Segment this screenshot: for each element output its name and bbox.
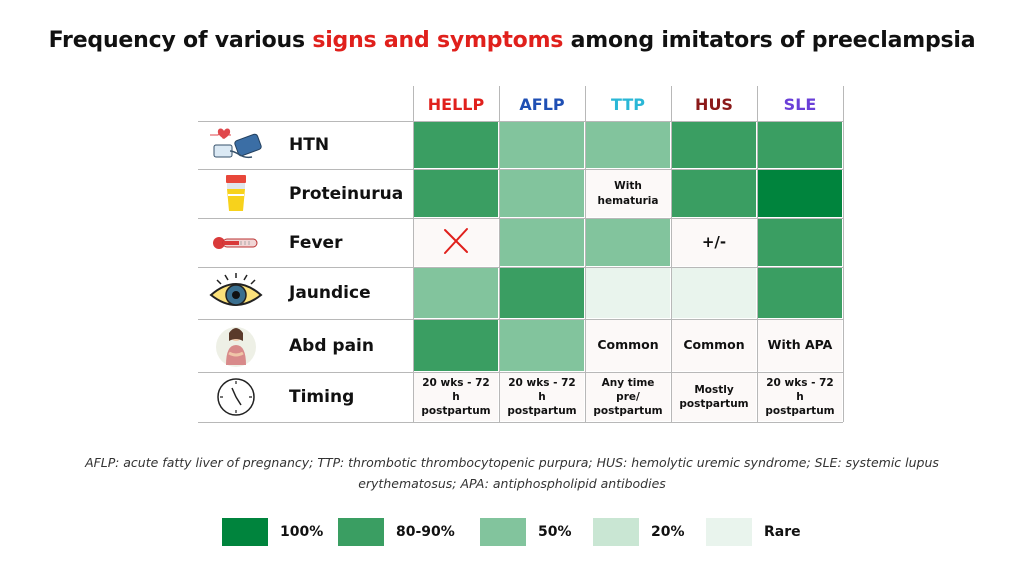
grid-line [757, 86, 758, 422]
abbreviations-footnote: AFLP: acute fatty liver of pregnancy; TT… [40, 452, 984, 494]
heatmap-cell [499, 169, 585, 218]
column-header-hus: HUS [695, 94, 733, 114]
legend-swatch [593, 518, 639, 546]
heatmap-cell: 20 wks - 72 h postpartum [499, 372, 585, 422]
heatmap-cell [413, 267, 499, 319]
heatmap-cell [671, 121, 757, 169]
grid-line [198, 121, 843, 122]
legend-item: 100% [222, 517, 323, 547]
grid-line [198, 319, 843, 320]
abdominal-pain-woman-icon [211, 323, 261, 373]
legend-label: 50% [538, 524, 572, 540]
heatmap-cell [757, 169, 843, 218]
heatmap-cell: Mostly postpartum [671, 372, 757, 422]
row-label-proteinurua: Proteinurua [289, 183, 404, 204]
heatmap-cell [413, 218, 499, 267]
grid-line [198, 422, 843, 423]
heatmap-cell [413, 121, 499, 169]
cell-text: Common [597, 337, 659, 353]
title-part-2: among imitators of preeclampsia [563, 28, 976, 53]
cell-text: Common [683, 337, 745, 353]
heatmap-cell: Common [671, 319, 757, 372]
heatmap-cell [413, 169, 499, 218]
column-header-aflp: AFLP [519, 94, 565, 114]
legend-label: Rare [764, 524, 801, 540]
heatmap-cell: +/- [671, 218, 757, 267]
grid-line [585, 86, 586, 422]
heatmap-cell [671, 267, 757, 319]
heatmap-cell: 20 wks - 72 h postpartum [757, 372, 843, 422]
cell-text: With hematuria [597, 180, 659, 207]
cell-text: Any time pre/ postpartum [593, 376, 663, 418]
thermometer-icon [211, 233, 261, 257]
heatmap-cell [585, 267, 671, 319]
title-highlight: signs and symptoms [312, 28, 564, 53]
heatmap-cell: Any time pre/ postpartum [585, 372, 671, 422]
blood-pressure-monitor-icon [208, 125, 264, 169]
legend-label: 80-90% [396, 524, 455, 540]
column-header-hellp: HELLP [427, 94, 485, 114]
cell-text: 20 wks - 72 h postpartum [765, 376, 835, 418]
grid-line [843, 86, 844, 422]
legend-swatch [222, 518, 268, 546]
clock-icon [214, 375, 258, 423]
heatmap-cell [757, 218, 843, 267]
cell-text: 20 wks - 72 h postpartum [507, 376, 577, 418]
legend-swatch [706, 518, 752, 546]
row-label-htn: HTN [289, 135, 330, 155]
heatmap-cell [499, 218, 585, 267]
yellow-eye-icon [207, 271, 265, 319]
column-header-ttp: TTP [611, 94, 645, 114]
footnote-line-2: erythematosus; APA: antiphospholipid ant… [358, 476, 666, 491]
grid-line [671, 86, 672, 422]
legend-item: Rare [706, 517, 801, 547]
legend-label: 20% [651, 524, 685, 540]
grid-line [198, 169, 843, 170]
heatmap-cell [585, 218, 671, 267]
title-part-1: Frequency of various [48, 28, 313, 53]
heatmap-cell [413, 319, 499, 372]
cell-text: With APA [767, 337, 833, 353]
legend-swatch [480, 518, 526, 546]
column-header-sle: SLE [783, 94, 817, 114]
footnote-line-1: AFLP: acute fatty liver of pregnancy; TT… [85, 455, 939, 470]
grid-line [499, 86, 500, 422]
cell-text: +/- [701, 233, 727, 252]
grid-line [413, 86, 414, 422]
heatmap-cell [499, 267, 585, 319]
heatmap-cell [499, 319, 585, 372]
urine-sample-cup-icon [216, 173, 256, 219]
row-label-fever: Fever [289, 232, 343, 253]
heatmap-cell [499, 121, 585, 169]
chart-title: Frequency of various signs and symptoms … [0, 28, 1024, 53]
cell-text: Mostly postpartum [679, 383, 749, 410]
legend-item: 80-90% [338, 517, 455, 547]
legend-item: 50% [480, 517, 572, 547]
grid-line [198, 372, 843, 373]
x-mark-icon [441, 226, 471, 260]
heatmap-cell [757, 121, 843, 169]
grid-line [198, 218, 843, 219]
legend-label: 100% [280, 524, 324, 540]
heatmap-cell: 20 wks - 72 h postpartum [413, 372, 499, 422]
cell-text: 20 wks - 72 h postpartum [421, 376, 491, 418]
heatmap-cell: With APA [757, 319, 843, 372]
heatmap-cell [671, 169, 757, 218]
heatmap-cell [757, 267, 843, 319]
grid-line [198, 267, 843, 268]
heatmap-cell: With hematuria [585, 169, 671, 218]
row-label-jaundice: Jaundice [289, 283, 371, 303]
legend-item: 20% [593, 517, 685, 547]
legend-swatch [338, 518, 384, 546]
row-label-abd-pain: Abd pain [289, 335, 374, 356]
heatmap-cell: Common [585, 319, 671, 372]
row-label-timing: Timing [289, 387, 355, 407]
heatmap-cell [585, 121, 671, 169]
